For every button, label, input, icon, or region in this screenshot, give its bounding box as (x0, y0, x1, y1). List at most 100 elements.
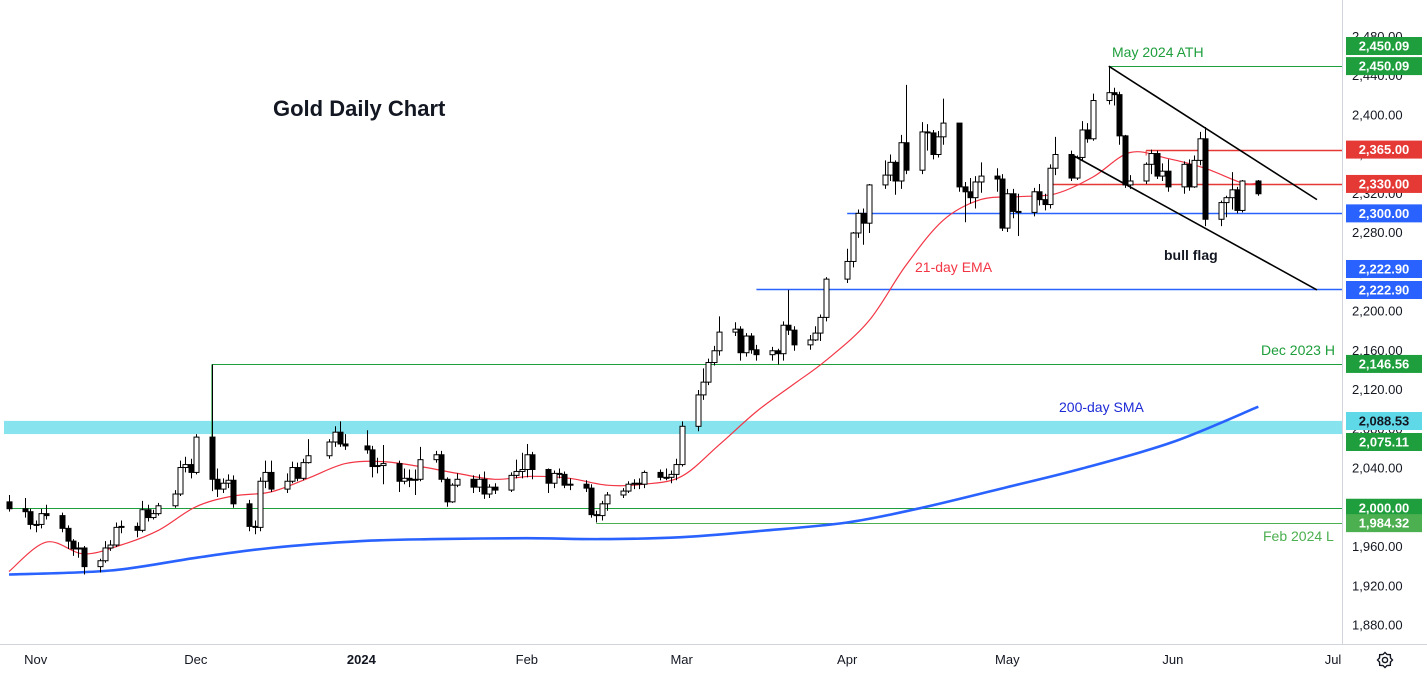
candle-body (967, 191, 974, 199)
candle (817, 314, 824, 341)
candle-body (551, 472, 558, 484)
candle-body (903, 142, 910, 171)
candle (364, 430, 371, 454)
candle (1106, 66, 1113, 105)
candle-body (930, 132, 937, 156)
candle-body (1234, 189, 1241, 211)
candle-body (220, 482, 227, 490)
candle-body (1122, 135, 1129, 186)
candle (294, 462, 301, 482)
candle-body (33, 523, 40, 526)
candle-body (1090, 100, 1097, 140)
sma-annotation: 200-day SMA (1059, 399, 1144, 415)
candle (449, 483, 456, 503)
candle-body (892, 161, 899, 182)
candle-body (743, 335, 750, 354)
candle (850, 232, 857, 268)
candle-body (145, 509, 152, 519)
candle (27, 508, 34, 530)
candle-body (380, 463, 387, 467)
candle (860, 208, 867, 245)
candle-body (326, 441, 333, 457)
candle-body (769, 350, 776, 356)
candle (705, 358, 712, 386)
candle-body (1223, 197, 1230, 204)
candle (155, 502, 162, 516)
candle-body (27, 511, 34, 525)
candle (513, 459, 520, 479)
level-badge: 2,300.00 (1346, 204, 1422, 223)
ath-top-badge: 2,450.09 (1346, 37, 1422, 55)
candle (844, 248, 851, 284)
level-annotation: May 2024 ATH (1112, 44, 1204, 60)
candle-body (567, 483, 574, 486)
candle-body (978, 175, 985, 183)
candle (284, 473, 291, 494)
candle-body (700, 381, 707, 396)
candle (625, 481, 632, 494)
candle (882, 160, 889, 189)
candle (791, 326, 798, 351)
candle (903, 84, 910, 175)
candle (172, 490, 179, 508)
candle (567, 478, 574, 491)
level-annotation: Feb 2024 L (1263, 528, 1334, 544)
candle (326, 439, 333, 459)
candle (38, 508, 45, 529)
candle (1084, 123, 1091, 143)
candle-body (225, 479, 232, 484)
candle (1218, 200, 1225, 227)
candle-body (940, 122, 947, 138)
candle (1004, 188, 1011, 233)
candle (695, 390, 702, 432)
candle (102, 541, 109, 563)
candle (940, 98, 947, 145)
candle-body (81, 547, 88, 568)
badge-label: 2,075.11 (1359, 435, 1409, 450)
candle-body (994, 175, 1001, 180)
candle-body (70, 540, 77, 550)
candle (193, 434, 200, 475)
candle-body (417, 459, 424, 480)
channel-line (1108, 65, 1318, 201)
candle-body (972, 181, 979, 199)
candle (70, 539, 77, 556)
badge-label: 2,450.09 (1359, 59, 1410, 74)
time-axis[interactable]: Nov Dec 2024 Feb Mar Apr May Jun Jul (24, 652, 1341, 667)
candle-body (695, 394, 702, 427)
candle-body (155, 505, 162, 515)
candle-body (631, 482, 638, 485)
level-lines-layer (9, 66, 1342, 524)
candle-body (396, 463, 403, 482)
candle (118, 520, 125, 534)
candle (81, 546, 88, 575)
badge-bg (1346, 433, 1422, 451)
candle-body (732, 328, 739, 333)
candle-body (337, 431, 344, 445)
candle (470, 475, 477, 494)
support-zone-layer (4, 420, 1342, 435)
candle-body (1127, 180, 1134, 186)
candle-body (1159, 170, 1166, 177)
candle-body (38, 513, 45, 525)
gear-icon[interactable] (1375, 650, 1395, 670)
candle (1111, 87, 1118, 106)
price-tick-label: 1,960.00 (1352, 539, 1403, 554)
candle-body (492, 486, 499, 491)
candle-body (807, 339, 814, 346)
candle-body (65, 527, 72, 542)
candle-body (1031, 191, 1038, 213)
candle-body (182, 464, 189, 469)
candle (6, 494, 13, 512)
candle-body (1004, 193, 1011, 229)
support-zone (4, 420, 1342, 435)
candle-body (599, 503, 606, 517)
candle (262, 460, 269, 489)
candle (743, 333, 750, 357)
candle-body (524, 454, 531, 470)
candle (994, 168, 1001, 192)
candle-body (999, 178, 1006, 229)
candle (1191, 155, 1198, 188)
level-badge: 1,984.32 (1346, 514, 1422, 533)
